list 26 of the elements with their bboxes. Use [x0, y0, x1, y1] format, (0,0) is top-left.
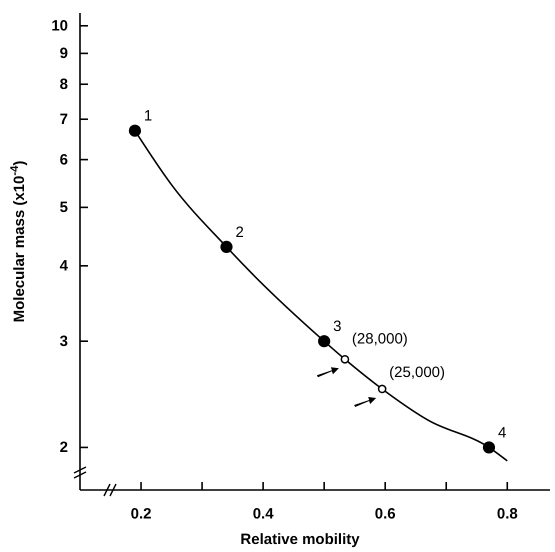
- y-tick-label: 8: [60, 76, 68, 94]
- y-tick-label: 4: [60, 258, 69, 275]
- x-tick-label: 0.8: [496, 506, 518, 523]
- x-tick-label: 0.6: [374, 506, 396, 523]
- point: [340, 354, 350, 364]
- y-tick-label: 10: [51, 18, 68, 35]
- x-axis-title: Relative mobility: [240, 531, 360, 548]
- y-tick-label: 5: [60, 199, 68, 216]
- y-tick-label: 7: [60, 111, 68, 128]
- point: [482, 441, 496, 454]
- y-tick-label: 3: [60, 333, 68, 350]
- annotation: (28,000): [352, 330, 408, 348]
- annotation: 4: [498, 424, 506, 442]
- annotation: (25,000): [389, 364, 446, 381]
- point: [128, 124, 142, 137]
- annotation: 3: [333, 318, 342, 336]
- annotation: 1: [144, 108, 152, 125]
- annotation: 2: [235, 224, 244, 241]
- point: [378, 384, 386, 394]
- x-tick-label: 0.4: [252, 506, 274, 523]
- y-tick-label: 2: [60, 439, 68, 456]
- x-tick-label: 0.2: [130, 506, 152, 523]
- y-tick-label: 6: [60, 151, 68, 168]
- point: [318, 335, 330, 348]
- point: [220, 240, 233, 253]
- y-tick-label: 9: [60, 45, 68, 62]
